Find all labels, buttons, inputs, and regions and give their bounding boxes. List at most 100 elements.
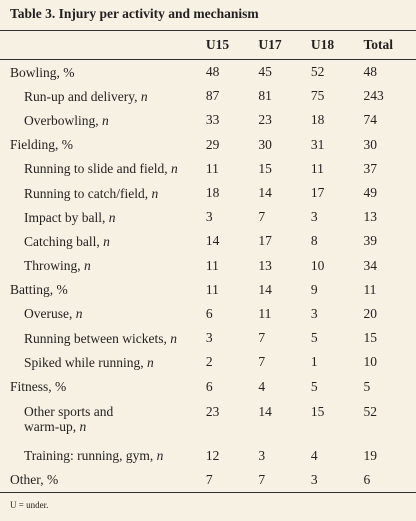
row-label: Impact by ball, n [0,205,206,229]
label-unit: n [108,209,116,225]
item-row: Running to catch/field, n 18 14 17 49 [0,181,416,205]
value-cell: 11 [363,281,377,297]
item-row: Training: running, gym, n 12 3 4 19 [0,444,416,468]
value-cell: 11 [205,257,219,273]
value-cell: 81 [258,88,272,104]
group-row: Fitness, % 6 4 5 5 [0,374,416,398]
value-cell: 45 [258,64,272,80]
label-text: Running to slide and field, [24,161,168,177]
value-cell: 6 [205,305,213,321]
value-cell: 5 [310,378,318,394]
value-cell: 18 [310,112,325,128]
label-text: Running to catch/field, [24,185,149,201]
item-row: Other sports and warm-up, n 23 14 15 52 [0,399,416,444]
label-unit: n [102,112,109,128]
row-label: Fielding, % [0,133,206,157]
header-row: U15 U17 U18 Total [0,30,416,60]
label-unit: n [156,448,164,464]
column-header: U17 [258,37,282,52]
value-cell: 7 [258,209,266,225]
label-text: Impact by ball, [24,209,106,225]
value-cell: 37 [363,160,377,176]
item-row: Overbowling, n 33 23 18 74 [0,108,416,132]
item-row: Impact by ball, n 3 7 3 13 [0,205,416,229]
value-cell: 29 [205,136,220,152]
footnote: U = under. [10,500,49,510]
value-cell: 7 [258,330,266,346]
value-cell: 8 [310,233,318,249]
value-cell: 87 [205,88,220,104]
row-label: Running to slide and field, n [0,157,206,181]
value-cell: 6 [363,471,371,487]
row-label: Catching ball, n [0,229,206,253]
value-cell: 19 [363,447,377,463]
row-label: Run-up and delivery, n [0,84,206,108]
item-row: Spiked while running, n 2 7 1 10 [0,350,416,374]
item-row: Overuse, n 6 11 3 20 [0,302,416,326]
value-cell: 11 [310,160,324,176]
row-label: Overuse, n [0,302,206,326]
label-text: Run-up and delivery, [24,88,138,104]
row-label: Overbowling, n [0,108,206,132]
value-cell: 31 [310,136,325,152]
value-cell: 33 [205,112,220,128]
group-row: Bowling, % 48 45 52 48 [0,60,416,85]
value-cell: 23 [258,112,272,128]
label-text: Overuse, [24,306,73,322]
value-cell: 5 [363,378,371,394]
value-cell: 4 [310,447,318,463]
value-cell: 13 [363,209,377,225]
value-cell: 11 [205,281,219,297]
value-cell: 30 [363,136,377,152]
label-text: Running between wickets, [24,330,167,346]
value-cell: 6 [205,378,213,394]
label-unit: n [103,233,110,249]
value-cell: 17 [310,185,325,201]
value-cell: 39 [363,233,377,249]
row-label: Bowling, % [0,60,206,85]
row-label: Spiked while running, n [0,350,206,374]
value-cell: 17 [258,233,272,249]
row-label: Running between wickets, n [0,326,206,350]
row-label: Running to catch/field, n [0,181,206,205]
value-cell: 3 [205,330,213,346]
value-cell: 4 [258,378,266,394]
value-cell: 3 [310,305,318,321]
value-cell: 14 [258,281,272,297]
label-text: Fitness, % [10,379,67,395]
label-text: Spiked while running, [24,354,144,370]
header-cell [0,31,206,60]
value-cell: 15 [310,403,325,419]
label-unit: n [151,185,159,201]
label-text: Overbowling, [24,112,99,128]
row-label: Fitness, % [0,374,206,398]
value-cell: 49 [363,185,377,201]
label-text: Other sports and warm-up, [24,403,114,434]
value-cell: 3 [258,447,266,463]
value-cell: 15 [363,330,377,346]
value-cell: 3 [205,209,213,225]
value-cell: 48 [363,64,377,80]
label-text: Bowling, % [10,64,75,80]
label-unit: n [170,161,178,177]
value-cell: 7 [205,471,213,487]
label-text: Catching ball, [24,233,100,249]
row-label: Other, % [0,468,206,493]
value-cell: 10 [310,257,325,273]
item-row: Run-up and delivery, n 87 81 75 243 [0,84,416,108]
value-cell: 15 [258,160,272,176]
value-cell: 20 [363,305,377,321]
value-cell: 1 [310,354,318,370]
value-cell: 48 [205,64,220,80]
row-label: Batting, % [0,278,206,302]
item-row: Running to slide and field, n 11 15 11 37 [0,157,416,181]
value-cell: 9 [310,281,318,297]
row-label: Throwing, n [0,254,206,278]
row-label: Other sports and warm-up, n [0,399,206,444]
item-row: Running between wickets, n 3 7 5 15 [0,326,416,350]
column-header: U18 [310,37,335,52]
value-cell: 52 [363,403,377,419]
label-text: Throwing, [24,258,81,274]
label-unit: n [140,88,148,104]
item-row: Throwing, n 11 13 10 34 [0,254,416,278]
